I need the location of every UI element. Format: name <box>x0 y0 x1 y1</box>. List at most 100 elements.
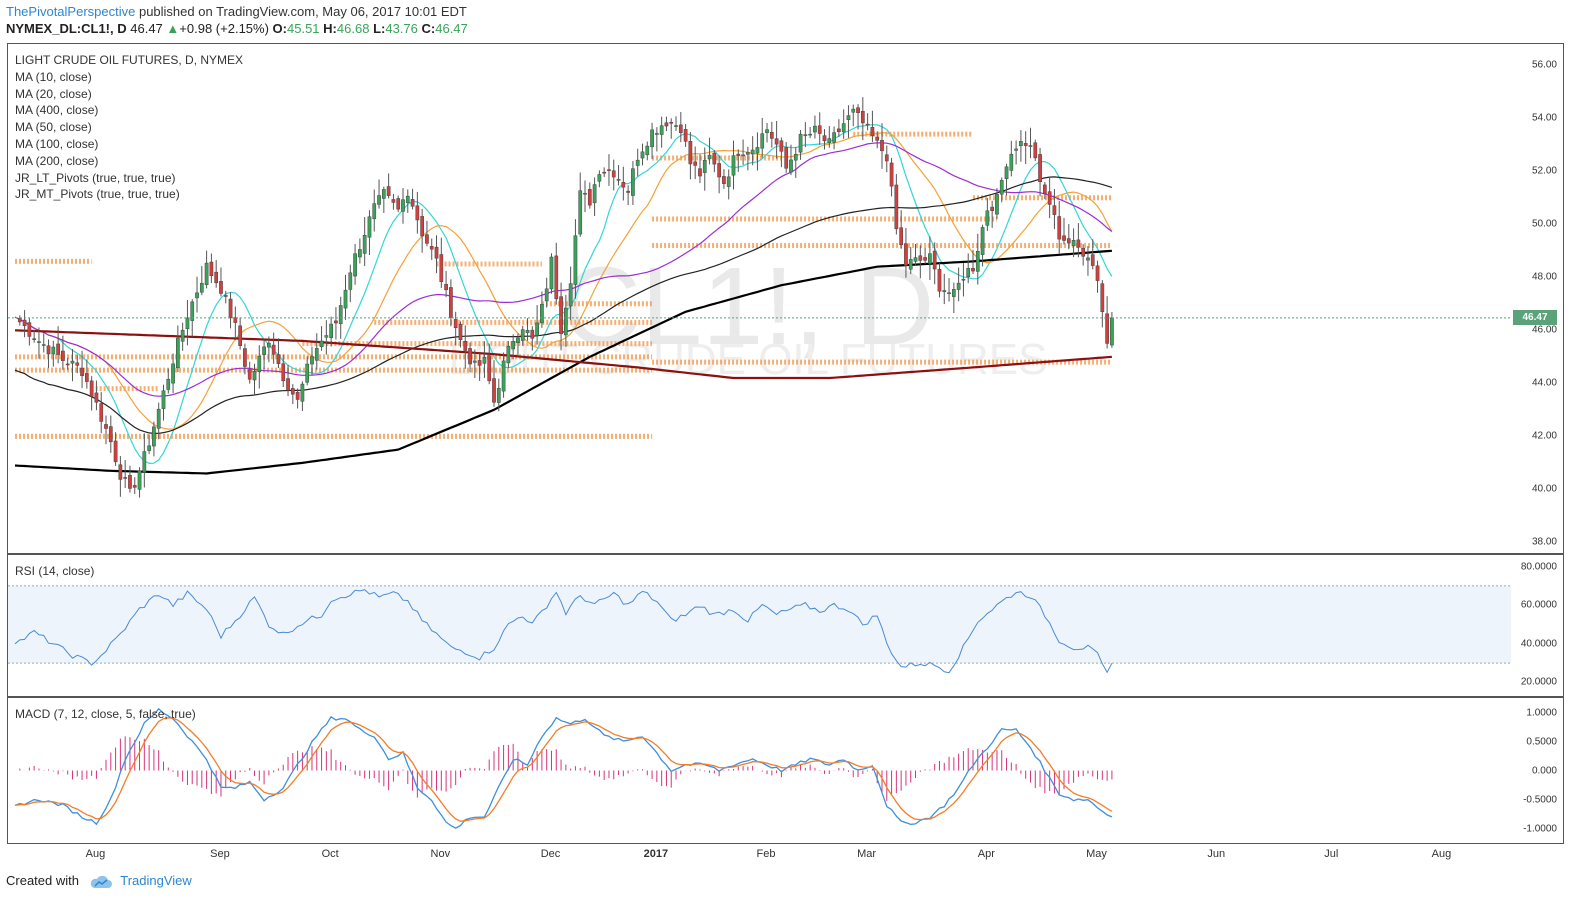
candle-body <box>1062 235 1066 241</box>
time-tick: Aug <box>85 848 106 860</box>
candle-body <box>894 184 899 230</box>
candle-body <box>329 323 333 338</box>
legend-study-ma20[interactable]: MA (20, close) <box>15 86 92 101</box>
legend-study-ma400[interactable]: MA (400, close) <box>15 103 99 118</box>
candle-body <box>56 343 60 355</box>
candle-body <box>583 192 587 195</box>
candle-body <box>1071 240 1076 247</box>
legend-study-ma10[interactable]: MA (10, close) <box>15 69 92 84</box>
candle-body <box>827 138 832 144</box>
candle-body <box>774 138 779 145</box>
candle-body <box>439 254 444 282</box>
candle-body <box>94 392 99 403</box>
candle-body <box>276 354 281 364</box>
candle-body <box>956 282 961 290</box>
publish-text: published on TradingView.com, May 06, 20… <box>138 4 467 19</box>
price-pane[interactable]: CL1!, D LIGHT CRUDE OIL FUTURES LIGHT CR… <box>7 43 1512 554</box>
candle-body <box>722 176 726 184</box>
candle-body <box>468 348 472 365</box>
author-link[interactable]: ThePivotalPerspective <box>6 4 136 19</box>
rsi-chart-svg <box>8 585 1511 674</box>
price-tick: 40.00 <box>1531 483 1557 495</box>
candle-body <box>870 127 875 137</box>
macd-pane[interactable]: MACD (7, 12, close, 5, false, true) <box>7 697 1512 844</box>
candle-body <box>152 426 156 447</box>
symbol-line: NYMEX_DL:CL1!, D 46.47 ▲+0.98 (+2.15%) O… <box>6 21 468 36</box>
symbol-name[interactable]: NYMEX_DL:CL1!, D <box>6 21 127 36</box>
candle-body <box>568 283 573 307</box>
candle-body <box>1023 143 1028 146</box>
time-tick: Jul <box>1324 848 1339 860</box>
ma-line-20 <box>14 132 1113 430</box>
candle-body <box>520 329 525 341</box>
candle-body <box>166 378 171 390</box>
candle-body <box>932 250 937 270</box>
candle-body <box>70 360 75 364</box>
price-axis[interactable]: 56.00 54.00 52.00 50.00 48.00 46.00 44.00 42.00… <box>1511 43 1564 554</box>
candle-body <box>789 159 793 173</box>
candle-body <box>1043 184 1047 195</box>
rsi-tick: 80.0000 <box>1520 561 1557 573</box>
tradingview-link[interactable]: TradingView <box>120 873 192 888</box>
legend-study-ma50[interactable]: MA (50, close) <box>15 120 92 135</box>
candle-body <box>717 163 721 178</box>
price-tick: 56.00 <box>1531 59 1557 71</box>
candle-body <box>80 367 84 376</box>
candle-body <box>961 278 966 281</box>
time-tick: Nov <box>430 848 451 860</box>
candle-body <box>980 227 985 255</box>
rsi-pane[interactable]: RSI (14, close) <box>7 554 1512 697</box>
ma-line-100 <box>14 176 1113 435</box>
legend-study-ma100[interactable]: MA (100, close) <box>15 136 99 151</box>
legend-study-ma200[interactable]: MA (200, close) <box>15 153 99 168</box>
candle-body <box>37 341 41 343</box>
candle-body <box>664 122 669 127</box>
macd-histogram <box>19 736 1113 801</box>
candle-body <box>765 129 769 133</box>
candle-body <box>142 451 147 473</box>
high-label: H: <box>323 21 337 36</box>
candle-body <box>477 360 482 366</box>
candle-body <box>942 290 947 293</box>
candle-body <box>621 182 626 188</box>
open-value: 45.51 <box>287 21 320 36</box>
candle-body <box>846 115 851 120</box>
candle-body <box>841 123 846 133</box>
candle-body <box>492 378 496 403</box>
candle-body <box>731 155 736 176</box>
legend-study-mt-pivots[interactable]: JR_MT_Pivots (true, true, true) <box>15 187 180 202</box>
candle-body <box>1038 154 1042 183</box>
price-tick: 50.00 <box>1531 218 1557 230</box>
candle-body <box>61 350 65 361</box>
candle-body <box>324 335 329 338</box>
price-tick: 54.00 <box>1531 112 1557 124</box>
rsi-axis[interactable]: 80.0000 60.0000 40.0000 20.0000 <box>1511 554 1564 697</box>
candle-body <box>219 281 223 294</box>
candle-body <box>635 159 640 166</box>
candle-body <box>813 125 817 133</box>
candle-body <box>875 136 880 141</box>
legend-study-lt-pivots[interactable]: JR_LT_Pivots (true, true, true) <box>15 170 176 185</box>
macd-title[interactable]: MACD (7, 12, close, 5, false, true) <box>15 707 196 721</box>
candle-body <box>429 246 434 250</box>
time-axis[interactable]: Aug Sep Oct Nov Dec 2017 Feb Mar Apr May Jun Jul Aug <box>7 843 1563 863</box>
candle-body <box>472 360 477 363</box>
candle-body <box>602 171 607 174</box>
candle-body <box>381 189 386 199</box>
candle-body <box>1004 166 1009 180</box>
price-tick: 44.00 <box>1531 377 1557 389</box>
rsi-tick: 60.0000 <box>1520 599 1557 611</box>
time-tick: May <box>1086 848 1107 860</box>
moving-averages <box>14 124 1113 475</box>
candle-body <box>190 301 195 321</box>
rsi-title[interactable]: RSI (14, close) <box>15 564 95 578</box>
candle-body <box>1081 248 1086 257</box>
candle-body <box>420 216 424 237</box>
legend-title[interactable]: LIGHT CRUDE OIL FUTURES, D, NYMEX <box>15 53 244 67</box>
candle-body <box>688 141 693 165</box>
candle-body <box>118 464 123 480</box>
candle-body <box>32 338 37 340</box>
ma-line-50 <box>14 142 1113 397</box>
macd-axis[interactable]: 1.0000 0.5000 0.000 -0.5000 -1.0000 <box>1511 697 1564 844</box>
candle-body <box>85 373 89 382</box>
